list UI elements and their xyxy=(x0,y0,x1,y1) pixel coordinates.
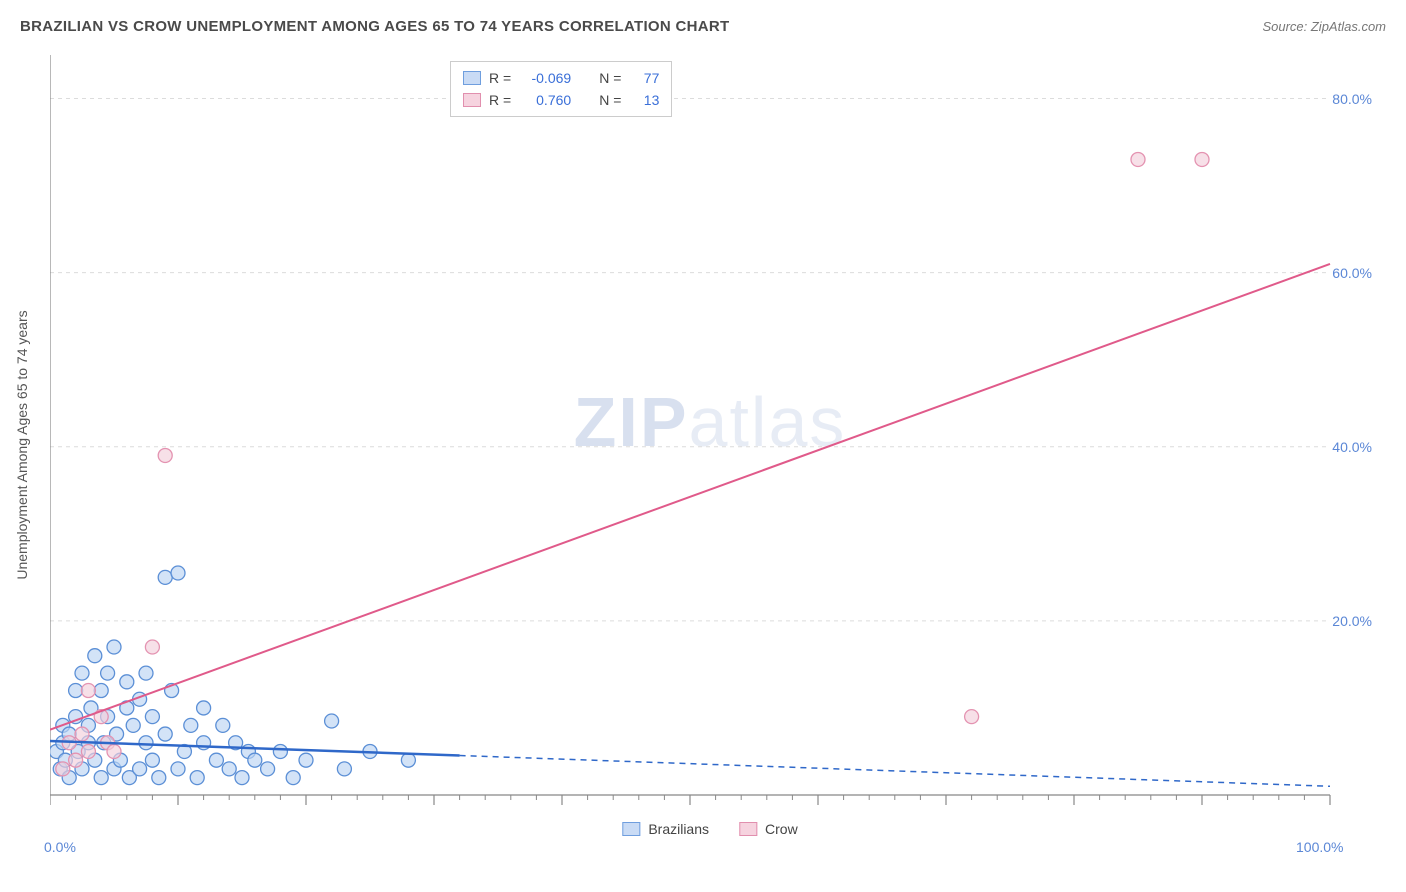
legend-swatch xyxy=(463,71,481,85)
stats-row: R =0.760N =13 xyxy=(463,89,659,111)
legend-swatch xyxy=(463,93,481,107)
legend-label: Crow xyxy=(765,821,798,837)
legend-item: Brazilians xyxy=(622,821,709,837)
legend-swatch xyxy=(739,822,757,836)
scatter-plot xyxy=(50,55,1370,835)
y-tick-label: 40.0% xyxy=(1332,439,1372,455)
y-tick-label: 60.0% xyxy=(1332,265,1372,281)
stats-row: R =-0.069N =77 xyxy=(463,67,659,89)
x-tick-label-right: 100.0% xyxy=(1296,839,1343,855)
chart-title: BRAZILIAN VS CROW UNEMPLOYMENT AMONG AGE… xyxy=(20,18,729,35)
chart-source: Source: ZipAtlas.com xyxy=(1262,19,1386,34)
y-axis-label: Unemployment Among Ages 65 to 74 years xyxy=(14,310,30,579)
stats-box: R =-0.069N =77R =0.760N =13 xyxy=(450,61,672,117)
y-tick-label: 20.0% xyxy=(1332,613,1372,629)
bottom-legend: Brazilians Crow xyxy=(622,821,797,837)
chart-area: Unemployment Among Ages 65 to 74 years Z… xyxy=(50,55,1370,835)
legend-swatch xyxy=(622,822,640,836)
legend-label: Brazilians xyxy=(648,821,709,837)
legend-item: Crow xyxy=(739,821,798,837)
x-tick-label-left: 0.0% xyxy=(44,839,76,855)
y-tick-label: 80.0% xyxy=(1332,91,1372,107)
